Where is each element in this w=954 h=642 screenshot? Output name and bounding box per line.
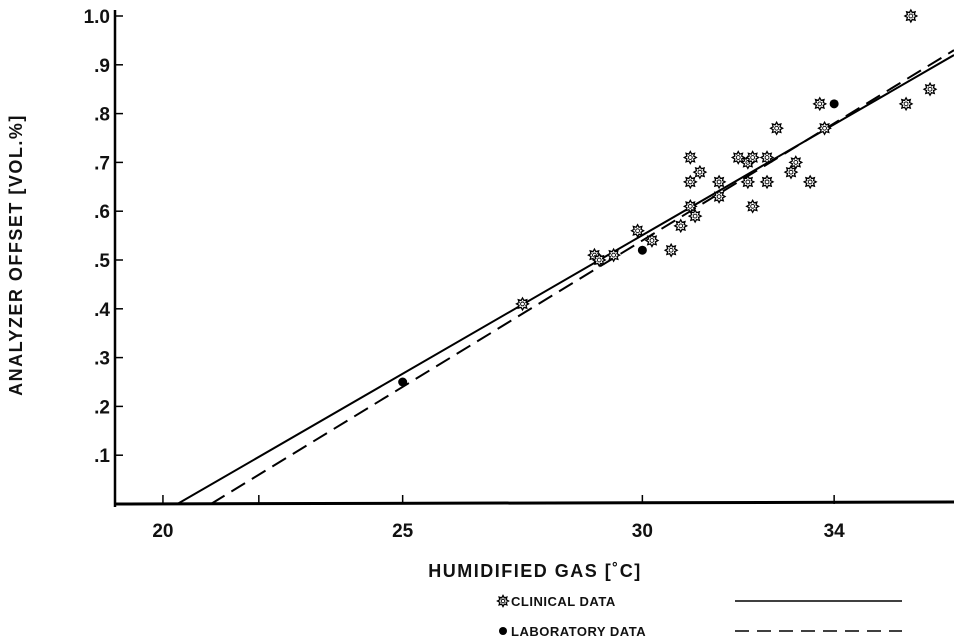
clinical-data-point	[740, 174, 756, 190]
clinical-data-point	[711, 174, 727, 190]
legend: CLINICAL DATA LABORATORY DATA	[496, 594, 902, 639]
x-tick-label: 34	[824, 521, 846, 542]
clinical-data-point	[898, 96, 914, 112]
fit-lines	[176, 49, 954, 505]
y-tick-label: .9	[94, 56, 110, 77]
clinical-data-point	[812, 96, 828, 112]
clinical-data-point	[606, 247, 621, 263]
clinical-data-point	[759, 174, 775, 190]
clinical-data-point	[682, 174, 698, 190]
clinical-data-point	[788, 155, 804, 170]
laboratory-data-point	[398, 377, 408, 387]
y-axis-title: ANALYZER OFFSET [VOL.%]	[6, 114, 26, 396]
clinical-data-point	[769, 120, 784, 136]
legend-label-laboratory: LABORATORY DATA	[511, 624, 646, 639]
clinical-data-point	[663, 242, 679, 258]
clinical-data-point	[745, 150, 760, 165]
legend-star-icon	[496, 594, 510, 608]
clinical-data-point	[759, 150, 775, 165]
laboratory-data-point	[829, 99, 839, 109]
laboratory-data-point	[637, 245, 647, 255]
clinical-data-point	[687, 208, 703, 224]
clinical-data-point	[630, 223, 645, 239]
legend-circle-marker	[499, 627, 507, 635]
clinical-data-point	[922, 81, 938, 97]
clinical-data-point	[711, 189, 727, 204]
clinical-data-point	[802, 174, 818, 190]
y-tick-label: .6	[94, 202, 110, 223]
legend-item-clinical: CLINICAL DATA	[496, 594, 902, 609]
y-tick-label: 1.0	[84, 7, 110, 28]
clinical-data-point	[644, 233, 660, 248]
clinical-data-point	[817, 120, 832, 136]
clinical-data-point	[682, 150, 698, 165]
clinical-data-point	[591, 252, 607, 268]
x-tick-label: 25	[392, 521, 414, 542]
clinical-data-point	[730, 150, 746, 165]
y-ticks: .1 .2 .3 .4 .5 .6 .7 .8 .9 1.0	[84, 7, 123, 467]
legend-star-marker	[496, 594, 510, 608]
clinical-data-point	[783, 164, 799, 180]
x-ticks: 20 25 30 34	[152, 495, 845, 542]
axes	[113, 10, 954, 507]
legend-item-laboratory: LABORATORY DATA	[499, 624, 902, 639]
data-markers	[398, 8, 938, 387]
y-tick-label: .7	[94, 153, 110, 174]
y-tick-label: .8	[94, 105, 110, 126]
x-axis-line	[114, 500, 954, 506]
clinical-data-point	[673, 218, 689, 234]
x-tick-label: 20	[152, 521, 173, 542]
legend-label-clinical: CLINICAL DATA	[511, 594, 616, 609]
y-tick-label: .5	[94, 251, 110, 272]
clinical-data-point	[692, 164, 708, 180]
y-tick-label: .1	[94, 446, 110, 467]
clinical-data-point	[682, 198, 698, 214]
clinical-data-point	[903, 8, 919, 24]
clinical-data-point	[745, 198, 760, 214]
clinical-data-point	[515, 296, 530, 312]
x-axis-title: HUMIDIFIED GAS [˚C]	[428, 561, 641, 581]
legend-dot-icon	[499, 627, 507, 635]
y-tick-label: .2	[94, 397, 110, 418]
y-tick-label: .3	[94, 349, 110, 370]
fit-line-laboratory	[210, 49, 954, 505]
x-tick-label: 30	[632, 521, 653, 542]
y-tick-label: .4	[94, 300, 110, 321]
